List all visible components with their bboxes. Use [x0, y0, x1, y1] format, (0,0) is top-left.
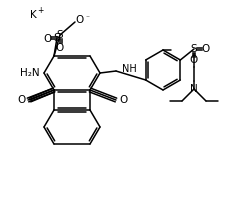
- Text: O: O: [201, 44, 209, 54]
- Text: O: O: [190, 55, 198, 65]
- Text: K: K: [30, 10, 36, 20]
- Text: O: O: [44, 34, 52, 44]
- Text: S: S: [57, 30, 63, 40]
- Text: O: O: [76, 15, 84, 25]
- Text: O: O: [56, 43, 64, 53]
- Text: H₂N: H₂N: [20, 68, 40, 78]
- Text: NH: NH: [122, 64, 137, 74]
- Text: N: N: [190, 84, 198, 94]
- Text: +: +: [37, 7, 43, 15]
- Text: S: S: [53, 33, 61, 43]
- Text: O: O: [17, 95, 25, 105]
- Text: ⁻: ⁻: [85, 14, 89, 22]
- Text: S: S: [191, 44, 197, 54]
- Text: O: O: [119, 95, 127, 105]
